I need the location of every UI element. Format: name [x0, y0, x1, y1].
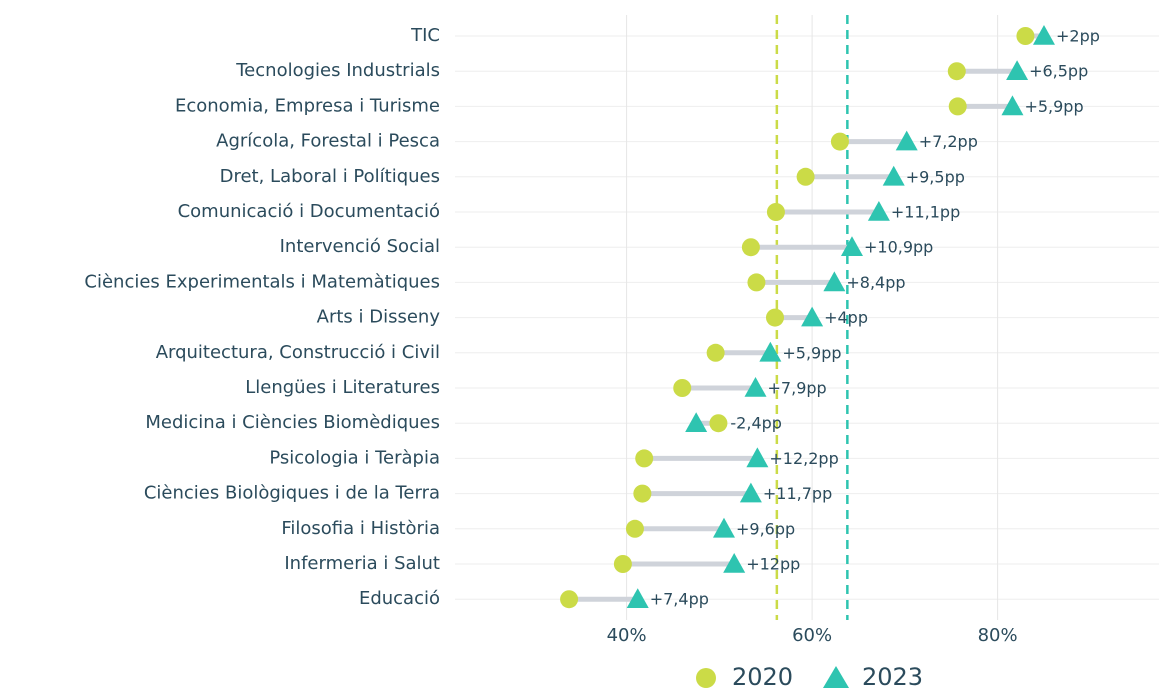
marker-2023: [685, 412, 708, 432]
difference-label: -2,4pp: [730, 414, 782, 433]
category-label: Dret, Laboral i Polítiques: [220, 166, 440, 187]
difference-label: +6,5pp: [1029, 62, 1088, 81]
difference-label: +5,9pp: [1024, 97, 1083, 116]
marker-2020: [766, 308, 784, 327]
marker-2023: [840, 236, 863, 256]
difference-label: +12,2pp: [769, 449, 838, 468]
marker-2023: [746, 447, 769, 468]
category-label: Psicologia i Teràpia: [269, 447, 440, 468]
legend-swatch: [696, 668, 716, 688]
category-label: Infermeria i Salut: [284, 553, 440, 574]
marker-2023: [1001, 95, 1024, 116]
category-label: Medicina i Ciències Biomèdiques: [145, 412, 440, 433]
marker-2023: [801, 306, 824, 327]
difference-label: +7,2pp: [919, 132, 978, 151]
category-label: Economia, Empresa i Turisme: [175, 95, 440, 116]
marker-2020: [673, 379, 692, 397]
difference-label: +10,9pp: [864, 238, 933, 257]
legend-label: 2023: [862, 663, 923, 689]
category-label: Arts i Disseny: [317, 307, 441, 328]
marker-2020: [830, 132, 849, 151]
marker-2023: [723, 553, 746, 573]
difference-label: +11,1pp: [891, 203, 960, 222]
marker-2020: [633, 484, 652, 503]
category-label: Agrícola, Forestal i Pesca: [216, 131, 440, 152]
marker-2020: [635, 449, 654, 468]
marker-2023: [1006, 60, 1029, 80]
marker-2020: [709, 414, 728, 433]
marker-2023: [882, 165, 905, 186]
difference-label: +12pp: [746, 555, 800, 574]
x-tick-label: 80%: [978, 625, 1018, 646]
difference-label: +9,6pp: [736, 519, 795, 538]
marker-2020: [796, 167, 815, 186]
marker-2020: [741, 238, 760, 257]
marker-2020: [706, 343, 725, 362]
category-label: Comunicació i Documentació: [178, 201, 440, 222]
marker-2020: [766, 203, 785, 221]
marker-2023: [739, 482, 762, 503]
legend-swatch: [823, 666, 849, 688]
marker-2023: [744, 377, 767, 397]
marker-2020: [948, 97, 967, 116]
difference-label: +2pp: [1056, 27, 1100, 46]
category-label: Filosofia i Història: [281, 518, 440, 539]
marker-2023: [895, 130, 918, 151]
marker-2023: [759, 341, 782, 362]
marker-2023: [823, 271, 846, 292]
marker-2020: [747, 273, 766, 292]
category-label: Intervenció Social: [280, 236, 440, 257]
difference-label: +7,4pp: [650, 590, 709, 609]
difference-label: +5,9pp: [782, 343, 841, 362]
category-label: TIC: [410, 25, 440, 46]
difference-label: +4pp: [824, 308, 868, 327]
category-label: Tecnologies Industrials: [235, 60, 440, 81]
difference-label: +9,5pp: [906, 167, 965, 186]
category-label: Llengües i Literatures: [245, 377, 440, 398]
marker-2020: [560, 590, 579, 609]
category-label: Ciències Biològiques i de la Terra: [144, 483, 440, 504]
x-tick-label: 60%: [792, 625, 832, 646]
x-tick-label: 40%: [607, 625, 647, 646]
marker-2020: [625, 519, 644, 538]
marker-2020: [947, 62, 966, 81]
marker-2020: [613, 555, 632, 573]
legend-label: 2020: [732, 663, 793, 689]
marker-2023: [712, 517, 735, 538]
difference-label: +8,4pp: [846, 273, 905, 292]
marker-2023: [1032, 25, 1055, 45]
marker-2023: [626, 588, 649, 608]
category-label: Educació: [359, 588, 440, 609]
difference-label: +7,9pp: [768, 379, 827, 398]
category-label: Arquitectura, Construcció i Civil: [156, 342, 440, 363]
marker-2020: [1016, 27, 1035, 45]
difference-label: +11,7pp: [763, 484, 832, 503]
category-label: Ciències Experimentals i Matemàtiques: [84, 271, 440, 292]
marker-2023: [867, 201, 890, 221]
